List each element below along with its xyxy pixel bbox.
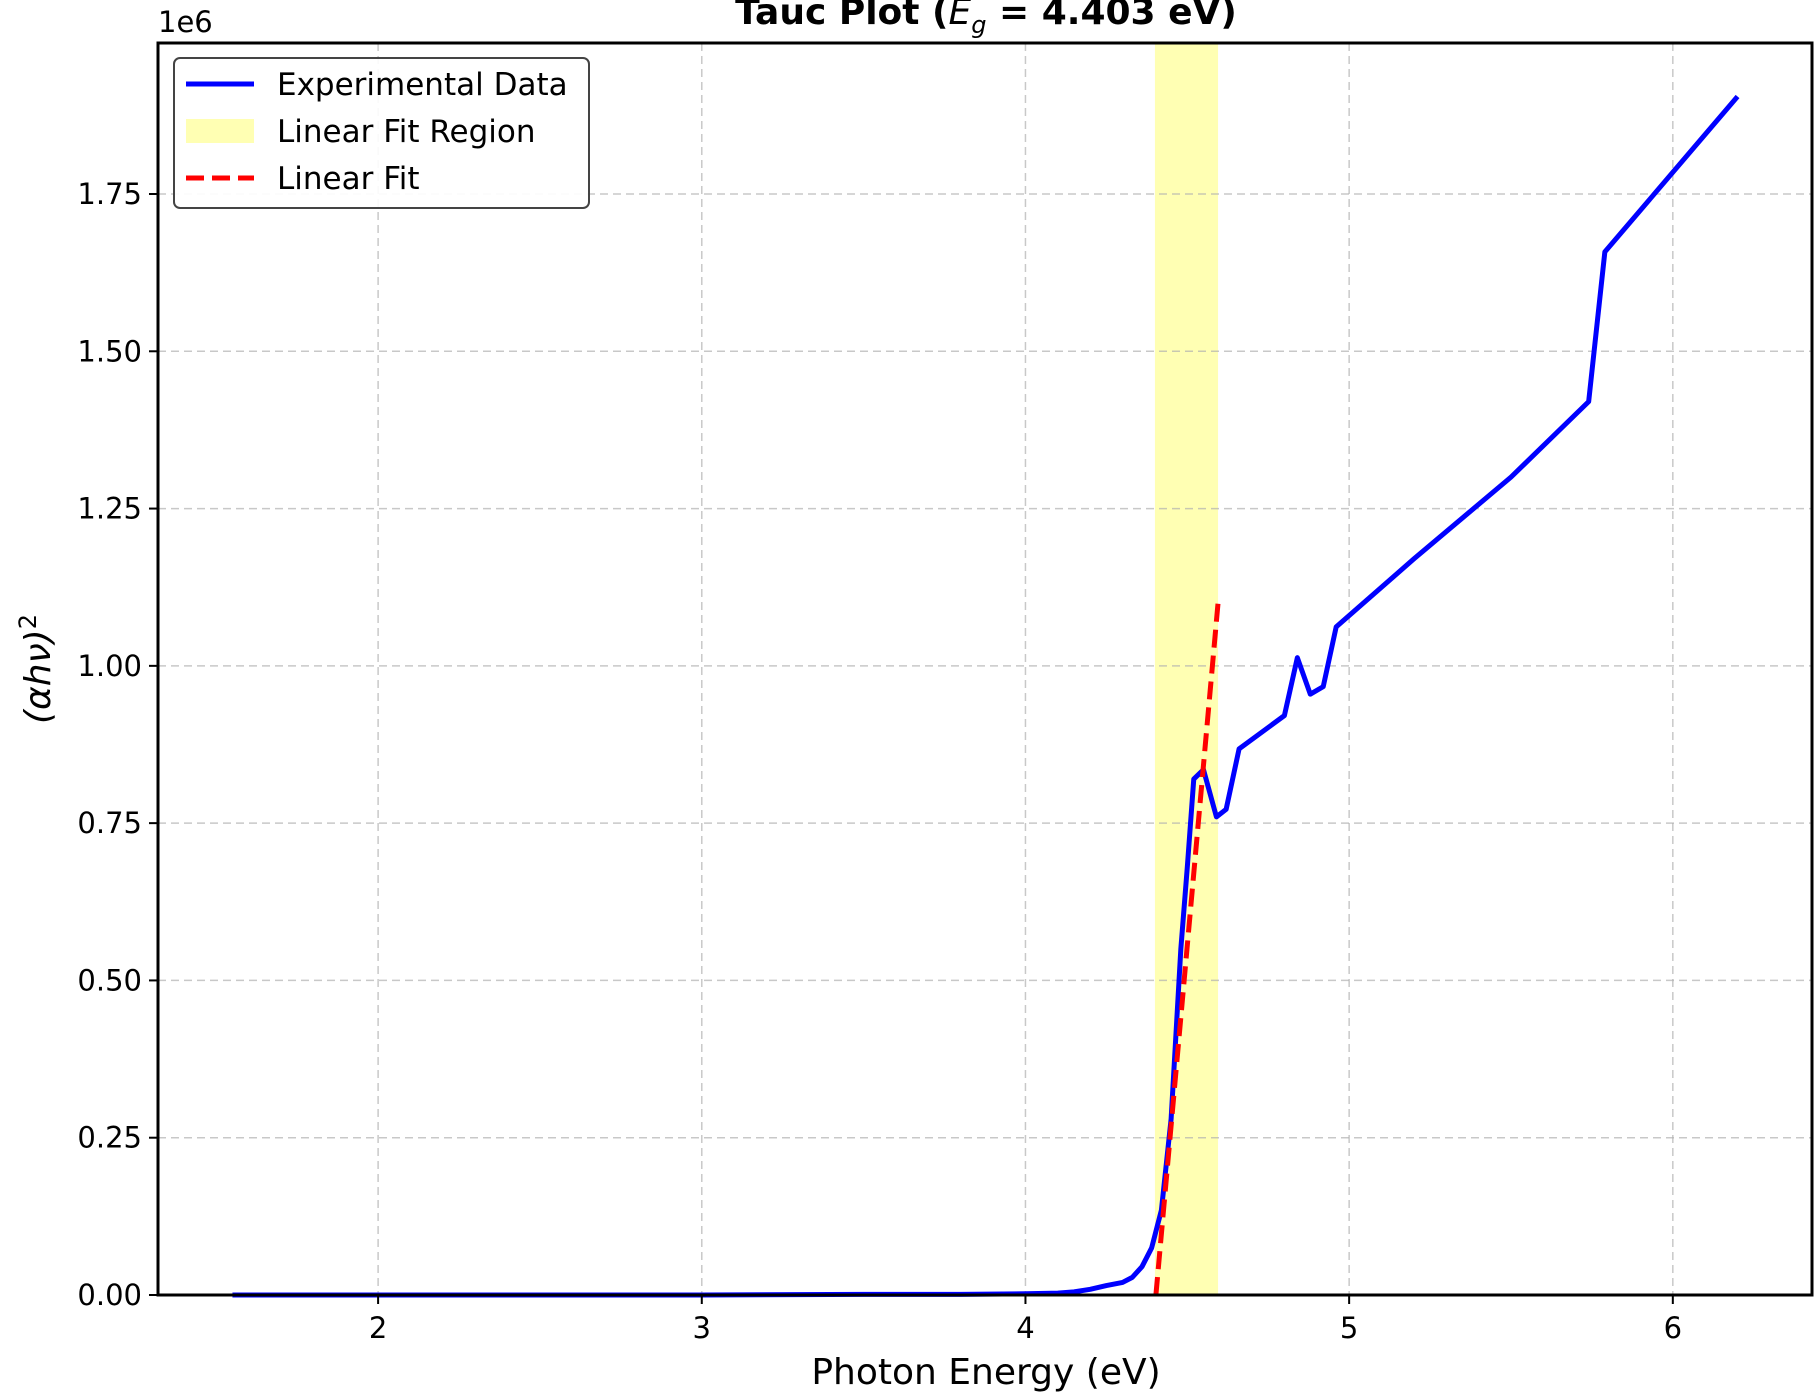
y-tick-label: 0.00 bbox=[77, 1278, 142, 1312]
chart-title: Tauc Plot (Eg = 4.403 eV) bbox=[735, 0, 1237, 39]
y-tick-label: 1.25 bbox=[77, 492, 142, 526]
x-tick-label: 2 bbox=[369, 1311, 387, 1345]
legend: Experimental Data Linear Fit Region Line… bbox=[173, 57, 590, 209]
y-axis-ticks: 0.00 0.25 0.50 0.75 1.00 1.25 1.50 1.75 bbox=[77, 177, 158, 1312]
y-tick-label: 0.50 bbox=[77, 963, 142, 997]
x-tick-label: 3 bbox=[693, 1311, 711, 1345]
x-tick-label: 6 bbox=[1664, 1311, 1682, 1345]
legend-label-linear-fit-region: Linear Fit Region bbox=[277, 114, 536, 150]
plot-frame bbox=[156, 41, 1814, 1297]
x-axis-ticks: 2 3 4 5 6 bbox=[369, 1295, 1682, 1345]
x-axis-label: Photon Energy (eV) bbox=[811, 1352, 1160, 1393]
y-tick-label: 1.00 bbox=[77, 649, 142, 683]
x-tick-label: 4 bbox=[1016, 1311, 1034, 1345]
legend-label-linear-fit: Linear Fit bbox=[277, 161, 420, 197]
legend-swatch-linear-fit-region bbox=[186, 119, 254, 143]
legend-label-experimental-data: Experimental Data bbox=[277, 67, 568, 103]
series-line-linear-fit bbox=[1153, 602, 1221, 1296]
y-tick-label: 0.75 bbox=[77, 806, 142, 840]
legend-box bbox=[173, 57, 590, 209]
fit-regions bbox=[1154, 43, 1219, 1295]
y-axis-label: (αhν)2 bbox=[14, 614, 59, 724]
y-tick-label: 1.50 bbox=[77, 334, 142, 368]
y-tick-label: 1.75 bbox=[77, 177, 142, 211]
fit-region-band bbox=[1154, 43, 1219, 1295]
y-offset-label: 1e6 bbox=[158, 5, 213, 39]
y-tick-label: 0.25 bbox=[77, 1121, 142, 1155]
x-tick-label: 5 bbox=[1340, 1311, 1358, 1345]
